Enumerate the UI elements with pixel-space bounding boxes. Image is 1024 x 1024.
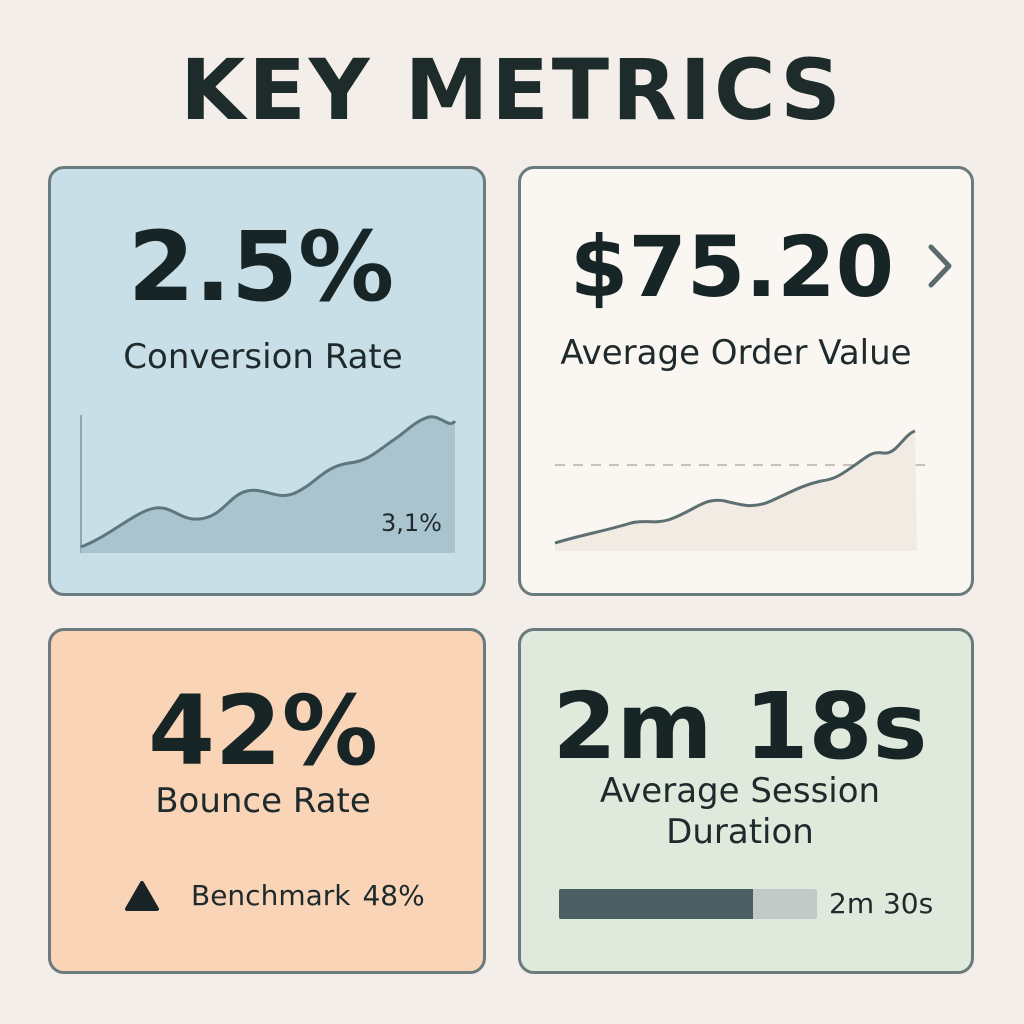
benchmark-text: Benchmark 48% (191, 879, 425, 912)
conversion-rate-label: Conversion Rate (123, 337, 403, 377)
session-target-value: 2m 30s (829, 887, 934, 920)
conversion-trend-chart (80, 415, 457, 553)
average-order-value-value: $75.20 (569, 218, 895, 316)
conversion-rate-card[interactable]: 2.5% Conversion Rate 3,1% (48, 166, 486, 596)
average-order-value-label: Average Order Value (560, 333, 912, 373)
order-value-trend-chart (554, 429, 927, 551)
conversion-trend-line (80, 415, 457, 549)
session-progress-bar (559, 889, 817, 919)
session-progress-fill (559, 889, 753, 919)
order-value-area-fill (555, 431, 917, 551)
page-title: KEY METRICS (180, 41, 844, 139)
average-order-value-card[interactable]: $75.20 Average Order Value (518, 166, 974, 596)
chevron-right-icon[interactable] (925, 241, 955, 291)
session-duration-value: 2m 18s (552, 673, 928, 780)
average-session-duration-card[interactable]: 2m 18s Average Session Duration 2m 30s (518, 628, 974, 974)
conversion-area-fill (81, 416, 455, 553)
bounce-rate-value: 42% (148, 675, 378, 787)
conversion-end-value: 3,1% (381, 509, 442, 537)
conversion-rate-value: 2.5% (127, 211, 395, 323)
benchmark-label: Benchmark (191, 879, 351, 912)
bounce-rate-label: Bounce Rate (155, 781, 371, 821)
order-value-trend-line (554, 429, 916, 545)
benchmark-value: 48% (362, 879, 425, 912)
triangle-up-icon (125, 881, 159, 911)
bounce-rate-card[interactable]: 42% Bounce Rate Benchmark 48% (48, 628, 486, 974)
session-duration-label: Average Session Duration (599, 771, 881, 852)
